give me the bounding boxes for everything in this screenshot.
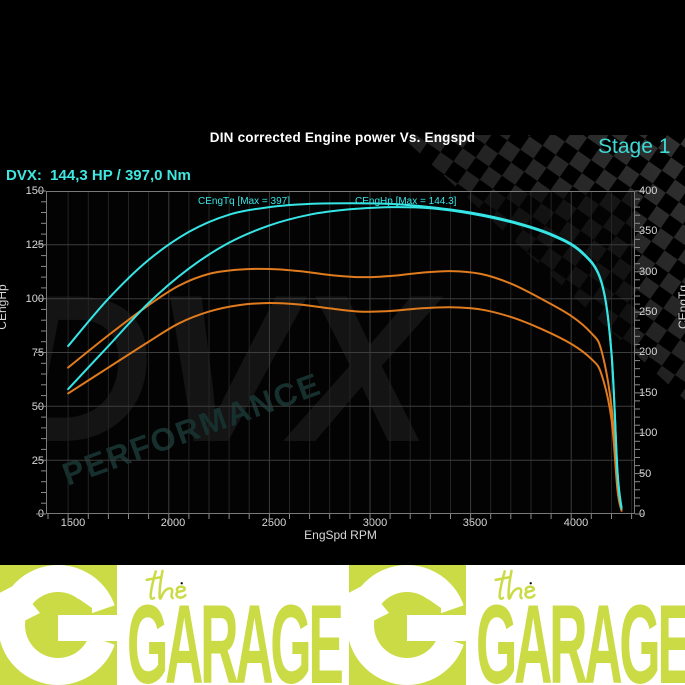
svg-text:GARAGE: GARAGE <box>476 582 685 685</box>
svg-text:GARAGE: GARAGE <box>127 582 342 685</box>
